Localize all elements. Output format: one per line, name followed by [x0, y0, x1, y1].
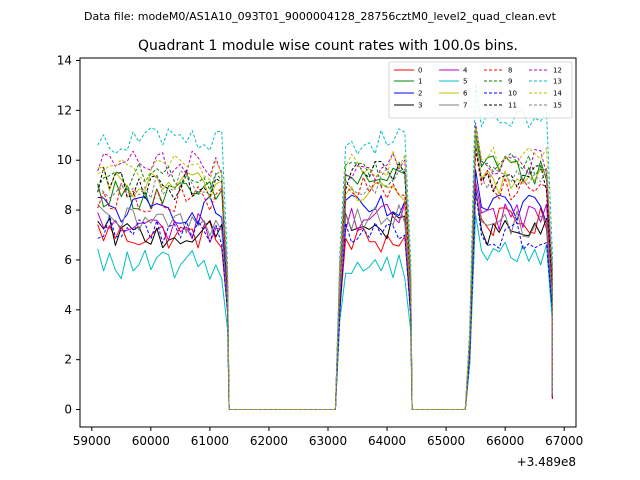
y-tick-label: 2: [64, 353, 72, 367]
y-tick-label: 0: [64, 403, 72, 417]
y-tick-label: 6: [64, 253, 72, 267]
plot-lines: [97, 83, 553, 410]
series-line-14: [97, 126, 553, 410]
y-tick-label: 12: [57, 103, 72, 117]
legend-label: 8: [508, 67, 512, 75]
series-line-2: [97, 169, 553, 410]
series-line-11: [97, 146, 553, 410]
x-tick-label: 64000: [368, 434, 406, 448]
series-line-5: [97, 214, 553, 410]
x-tick-label: 67000: [545, 434, 583, 448]
y-tick-label: 14: [57, 53, 72, 67]
legend-label: 5: [463, 78, 467, 86]
y-tick-label: 8: [64, 203, 72, 217]
legend-label: 2: [418, 90, 422, 98]
legend-label: 7: [463, 102, 467, 110]
legend-label: 9: [508, 78, 512, 86]
x-tick-label: 59000: [73, 434, 111, 448]
y-tick-label: 4: [64, 303, 72, 317]
series-line-3: [97, 187, 553, 410]
series-line-12: [97, 122, 553, 410]
series-line-13: [97, 83, 553, 410]
y-axis: 0 2 4 6 8 10 12 14: [57, 53, 80, 417]
x-tick-label: 62000: [250, 434, 288, 448]
legend-label: 13: [553, 78, 562, 86]
legend-label: 10: [508, 90, 517, 98]
series-line-10: [97, 190, 553, 410]
legend-label: 3: [418, 102, 422, 110]
series-line-7: [97, 190, 553, 410]
legend-label: 14: [553, 90, 562, 98]
series-line-15: [97, 140, 553, 410]
chart-title: Quadrant 1 module wise count rates with …: [138, 38, 518, 54]
legend-label: 15: [553, 102, 562, 110]
y-tick-label: 10: [57, 153, 72, 167]
x-tick-label: 61000: [191, 434, 229, 448]
legend-label: 11: [508, 102, 517, 110]
x-axis: 59000 60000 61000 62000 63000 64000 65000 66000…: [73, 427, 583, 448]
legend-label: 0: [418, 67, 422, 75]
series-line-4: [97, 181, 553, 410]
series-line-8: [97, 149, 553, 410]
x-tick-label: 63000: [309, 434, 347, 448]
series-line-9: [97, 125, 553, 410]
legend-label: 4: [463, 67, 468, 75]
legend-label: 12: [553, 67, 562, 75]
x-tick-label: 60000: [132, 434, 170, 448]
file-label: Data file: modeM0/AS1A10_093T01_90000041…: [84, 10, 557, 23]
legend-label: 6: [463, 90, 468, 98]
legend-box: [388, 61, 573, 119]
legend-label: 1: [418, 78, 422, 86]
x-offset-label: +3.489e8: [517, 455, 576, 469]
x-tick-label: 66000: [486, 434, 524, 448]
x-tick-label: 65000: [427, 434, 465, 448]
